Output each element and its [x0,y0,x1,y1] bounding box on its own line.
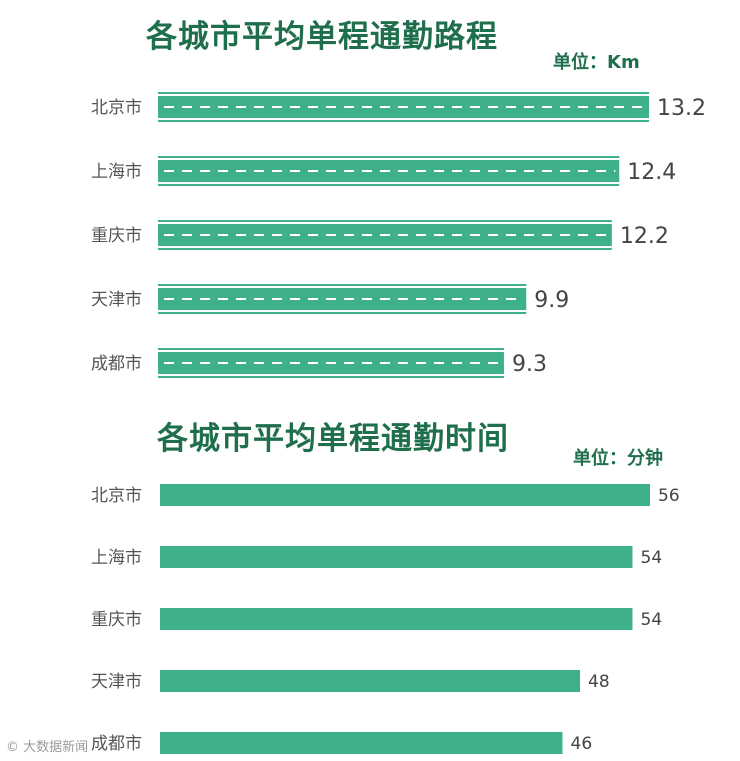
time-unit-label: 单位：分钟 [573,448,663,469]
time-value-label: 56 [658,486,680,506]
distance-value-label: 12.4 [627,160,676,185]
distance-bar [158,348,504,378]
time-category-label: 重庆市 [91,610,142,630]
time-value-label: 46 [571,734,593,754]
time-category-label: 北京市 [91,486,142,506]
distance-unit-label: 单位：Km [553,52,640,73]
time-category-label: 上海市 [91,548,142,568]
distance-bar [158,220,612,250]
distance-category-label: 成都市 [91,354,142,374]
distance-category-label: 上海市 [91,162,142,182]
time-bar [160,608,633,630]
distance-value-label: 9.9 [534,288,569,313]
time-bar-chart: 北京市 56 上海市 54 重庆市 54 天津市 48 成都市 46 [91,484,680,754]
distance-value-label: 12.2 [620,224,669,249]
distance-bar [158,92,650,122]
time-bar [160,670,580,692]
distance-category-label: 重庆市 [91,226,142,246]
distance-value-label: 9.3 [512,352,547,377]
distance-bar-chart: 北京市 13.2 上海市 12.4 重庆市 12.2 天津市 9.9 成都市 9.3 [91,92,706,378]
distance-value-label: 13.2 [657,96,706,121]
distance-bar [158,284,527,314]
time-value-label: 48 [588,672,610,692]
watermark: © 大数据新闻 [6,740,89,755]
time-value-label: 54 [641,548,663,568]
distance-category-label: 北京市 [91,98,142,118]
distance-chart-title: 各城市平均单程通勤路程 [146,19,498,55]
time-value-label: 54 [641,610,663,630]
distance-category-label: 天津市 [91,290,142,310]
time-chart-title: 各城市平均单程通勤时间 [157,421,509,457]
time-category-label: 天津市 [91,672,142,692]
time-bar [160,484,650,506]
time-category-label: 成都市 [91,734,142,754]
time-bar [160,546,633,568]
distance-bar [158,156,620,186]
time-bar [160,732,563,754]
